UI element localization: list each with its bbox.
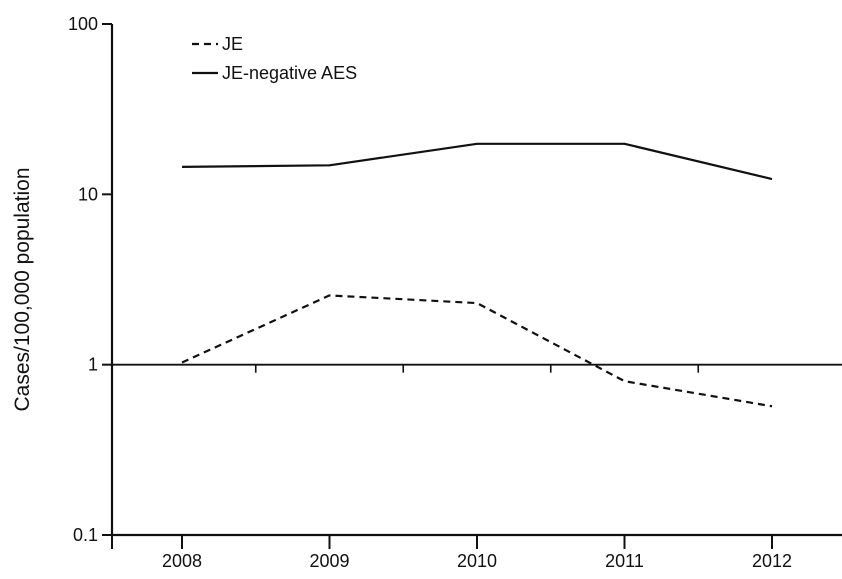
y-ticks: 0.1 1 10 100	[68, 14, 112, 545]
series-group	[181, 142, 773, 408]
legend-label: JE-negative AES	[222, 63, 357, 83]
legend: JE JE-negative AES	[192, 34, 357, 83]
x-tick-label: 2008	[162, 551, 202, 571]
y-tick-label: 0.1	[73, 525, 98, 545]
x-tick-label: 2012	[752, 551, 792, 571]
x-ticks: 2008 2009 2010 2011 2012	[111, 535, 792, 571]
reference-line-ticks	[254, 364, 700, 373]
x-tick-label: 2011	[605, 551, 644, 571]
x-tick-label: 2010	[457, 551, 497, 571]
series-line-je	[181, 294, 773, 408]
y-axis-label: Cases/100,000 population	[11, 167, 34, 411]
x-tick-label: 2009	[309, 551, 349, 571]
series-line-je-negative-aes	[181, 142, 773, 181]
y-tick-label: 100	[68, 14, 98, 34]
y-tick-label: 10	[78, 184, 98, 204]
legend-label: JE	[222, 34, 243, 54]
axes	[110, 24, 842, 537]
y-tick-label: 1	[88, 355, 98, 375]
